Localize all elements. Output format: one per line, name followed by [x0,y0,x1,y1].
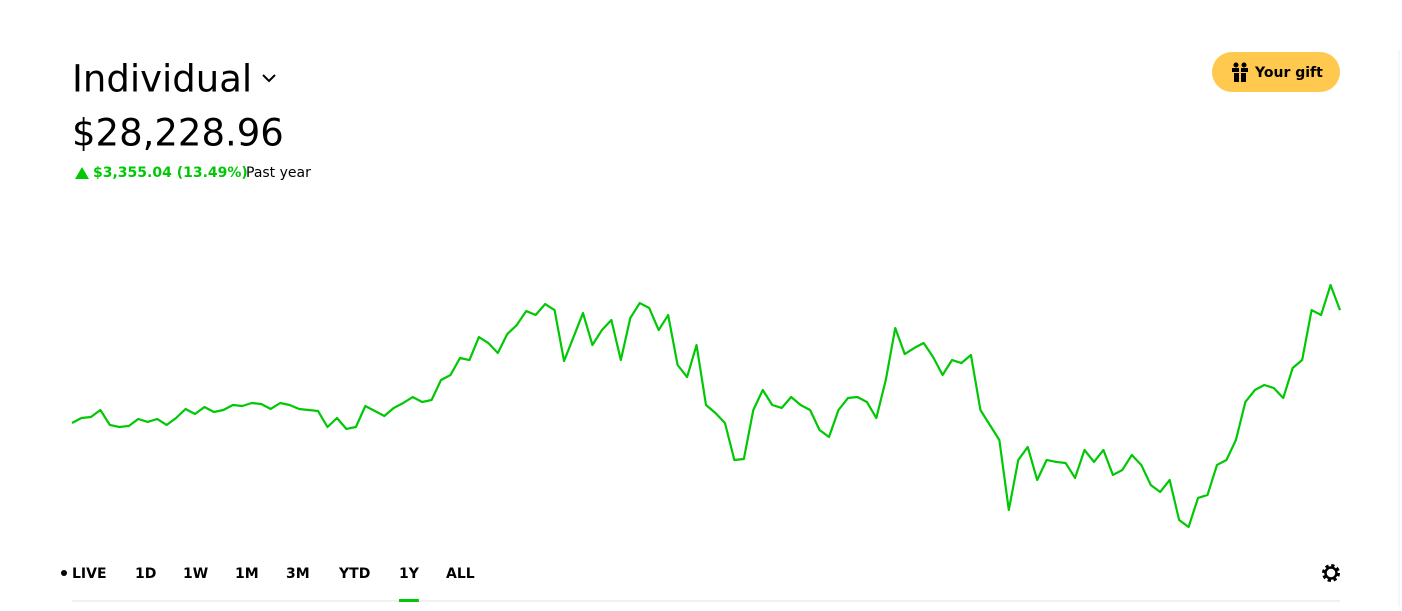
range-tab[interactable]: ALL [446,566,475,582]
up-arrow [75,167,89,179]
gear-ring[interactable] [1324,566,1338,580]
account-chevron[interactable] [262,74,276,83]
period: Past year [246,165,311,181]
range-tab[interactable]: 1W [183,566,208,582]
range-tab[interactable]: 3M [286,566,310,582]
active-tab-underline [399,599,419,602]
change: $3,355.04 (13.49%) [93,165,248,181]
range-tab[interactable]: 1Y [399,566,420,582]
balance: $28,228.96 [72,112,284,155]
range-tab[interactable]: 1D [135,566,156,582]
account-name[interactable]: Individual [72,58,252,101]
gift-button[interactable]: Your gift [1212,52,1340,92]
gear-teeth[interactable] [1322,564,1340,582]
gift-label[interactable]: Your gift [1254,65,1323,81]
range-tab[interactable]: LIVE [72,566,107,582]
gift-icon [1232,62,1248,82]
range-tab[interactable]: 1M [235,566,259,582]
settings-icon[interactable] [1322,564,1340,582]
price-line [71,283,1342,529]
live-dot [61,570,67,576]
range-tab[interactable]: YTD [338,566,370,582]
